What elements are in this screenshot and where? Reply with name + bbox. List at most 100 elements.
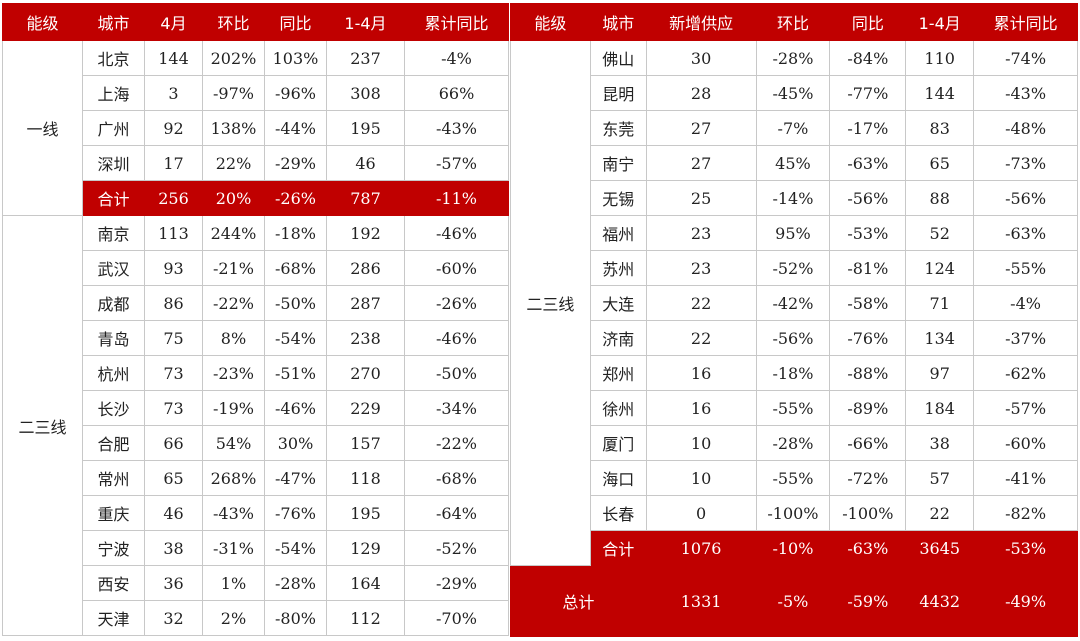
city-cell: 天津 [82,600,145,636]
ytd-cell: 65 [905,145,975,181]
ytd-cell: 83 [905,110,975,146]
subtotal-cell: -11% [404,180,509,216]
yoy-cell: -88% [829,355,907,391]
ytd-yoy-cell: -62% [973,355,1078,391]
table-row: 上海 3 -97% -96% 308 66% [3,75,509,111]
city-cell: 广州 [82,110,145,146]
month-value-cell: 86 [144,285,203,321]
yoy-cell: -53% [829,215,907,251]
table-row: 东莞 27 -7% -17% 83 -48% [511,110,1078,146]
city-cell: 北京 [82,40,145,76]
subtotal-cell: -53% [973,530,1078,566]
month-value-cell: 17 [144,145,203,181]
left-header-row: 能级 城市 4月 环比 同比 1-4月 累计同比 [2,3,509,41]
ytd-yoy-cell: -57% [973,390,1078,426]
ytd-yoy-cell: -29% [404,565,509,601]
left-supply-table: 能级 城市 4月 环比 同比 1-4月 累计同比 一线 北京 144 202% 103% 237 -4%… [2,3,509,636]
table-row: 徐州 16 -55% -89% 184 -57% [511,390,1078,426]
header-cell: 1-4月 [905,3,975,41]
month-value-cell: 32 [144,600,203,636]
subtotal-cell: 3645 [905,530,975,566]
yoy-cell: -51% [264,355,327,391]
mom-cell: 202% [202,40,265,76]
city-cell: 深圳 [82,145,145,181]
city-cell: 长沙 [82,390,145,426]
month-value-cell: 75 [144,320,203,356]
city-cell: 合肥 [82,425,145,461]
ytd-yoy-cell: -74% [973,40,1078,76]
city-cell: 重庆 [82,495,145,531]
month-value-cell: 92 [144,110,203,146]
city-cell: 徐州 [589,390,647,426]
table-row: 广州 92 138% -44% 195 -43% [3,110,509,146]
table-row: 海口 10 -55% -72% 57 -41% [511,460,1078,496]
yoy-cell: -76% [264,495,327,531]
mom-cell: 54% [202,425,265,461]
yoy-cell: -66% [829,425,907,461]
yoy-cell: -77% [829,75,907,111]
subtotal-cell: 合计 [589,530,647,566]
ytd-cell: 287 [326,285,405,321]
city-cell: 济南 [589,320,647,356]
table-row: 苏州 23 -52% -81% 124 -55% [511,250,1078,286]
ytd-yoy-cell: -37% [973,320,1078,356]
city-cell: 南宁 [589,145,647,181]
month-value-cell: 38 [144,530,203,566]
mom-cell: 138% [202,110,265,146]
header-cell: 能级 [2,3,83,41]
table-row: 武汉 93 -21% -68% 286 -60% [3,250,509,286]
ytd-cell: 184 [905,390,975,426]
subtotal-cell: 256 [144,180,203,216]
table-row: 一线 北京 144 202% 103% 237 -4% [2,40,509,216]
city-cell: 福州 [589,215,647,251]
month-value-cell: 73 [144,355,203,391]
yoy-cell: -72% [829,460,907,496]
subtotal-cell: 787 [326,180,405,216]
table-row: 无锡 25 -14% -56% 88 -56% [511,180,1078,216]
total-cell: 4432 [905,565,975,637]
month-value-cell: 73 [144,390,203,426]
table-row: 杭州 73 -23% -51% 270 -50% [3,355,509,391]
month-value-cell: 16 [645,390,757,426]
table-row: 大连 22 -42% -58% 71 -4% [511,285,1078,321]
ytd-yoy-cell: -60% [404,250,509,286]
ytd-cell: 97 [905,355,975,391]
month-value-cell: 46 [144,495,203,531]
yoy-cell: -54% [264,530,327,566]
ytd-cell: 52 [905,215,975,251]
yoy-cell: -46% [264,390,327,426]
table-row: 厦门 10 -28% -66% 38 -60% [511,425,1078,461]
header-cell: 同比 [829,3,907,41]
subtotal-cell: 合计 [82,180,145,216]
month-value-cell: 30 [645,40,757,76]
month-value-cell: 23 [645,215,757,251]
ytd-cell: 57 [905,460,975,496]
subtotal-cell: 1076 [645,530,757,566]
ytd-yoy-cell: -48% [973,110,1078,146]
yoy-cell: -100% [829,495,907,531]
tier-cell: 二三线 [2,215,83,636]
table-row: 济南 22 -56% -76% 134 -37% [511,320,1078,356]
city-cell: 无锡 [589,180,647,216]
city-cell: 青岛 [82,320,145,356]
yoy-cell: -28% [264,565,327,601]
yoy-cell: -84% [829,40,907,76]
yoy-cell: -29% [264,145,327,181]
ytd-yoy-cell: -55% [973,250,1078,286]
city-cell: 大连 [589,285,647,321]
city-cell: 常州 [82,460,145,496]
ytd-yoy-cell: -56% [973,180,1078,216]
city-cell: 厦门 [589,425,647,461]
table-row: 昆明 28 -45% -77% 144 -43% [511,75,1078,111]
tier-cell: 一线 [2,40,83,216]
month-value-cell: 28 [645,75,757,111]
yoy-cell: -76% [829,320,907,356]
city-cell: 武汉 [82,250,145,286]
table-row: 合肥 66 54% 30% 157 -22% [3,425,509,461]
table-row: 宁波 38 -31% -54% 129 -52% [3,530,509,566]
table-row: 福州 23 95% -53% 52 -63% [511,215,1078,251]
ytd-cell: 124 [905,250,975,286]
total-cell: 1331 [645,565,757,637]
mom-cell: -56% [755,320,831,356]
month-value-cell: 23 [645,250,757,286]
